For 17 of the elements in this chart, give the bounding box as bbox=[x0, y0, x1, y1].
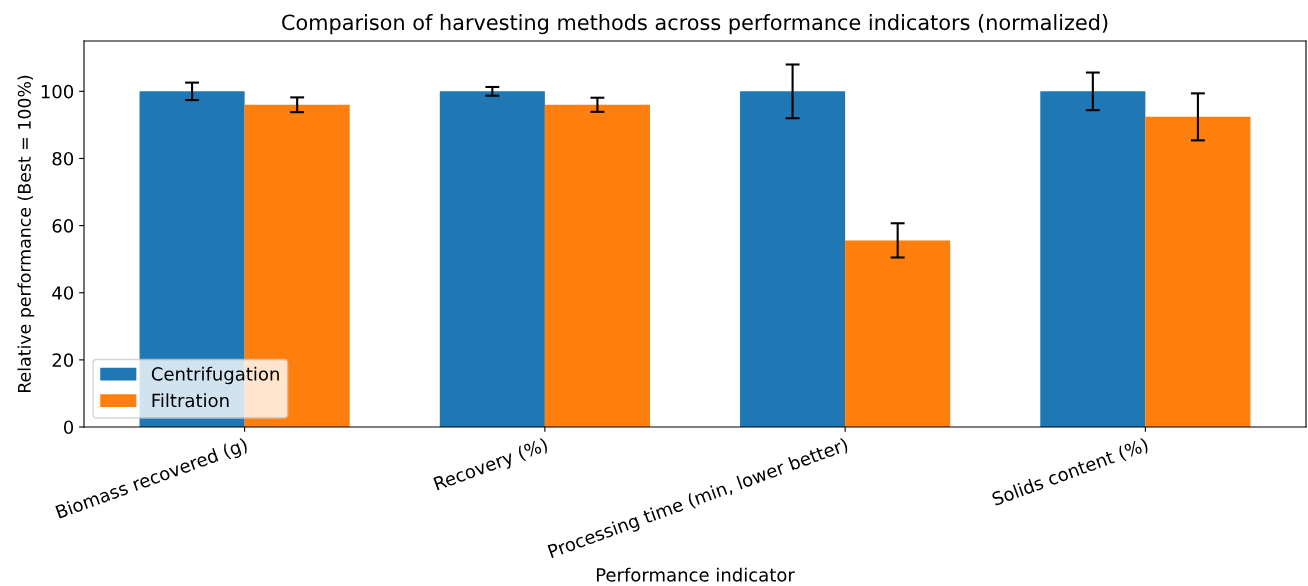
bar bbox=[740, 91, 846, 427]
bar bbox=[439, 91, 545, 427]
chart-title: Comparison of harvesting methods across performance indicators (normalized) bbox=[282, 14, 1108, 35]
bar bbox=[1040, 91, 1146, 427]
x-axis-title: Performance indicator bbox=[596, 567, 795, 582]
legend-label: Filtration bbox=[152, 393, 229, 408]
y-tick-label: 40 bbox=[52, 286, 74, 300]
y-tick-label: 0 bbox=[63, 420, 74, 435]
y-tick-label: 80 bbox=[52, 151, 74, 166]
bar bbox=[1145, 116, 1251, 427]
bar bbox=[845, 240, 951, 427]
legend-label: Centrifugation bbox=[151, 366, 279, 385]
y-tick-label: 100 bbox=[41, 84, 74, 99]
bar bbox=[544, 104, 650, 427]
y-tick-label: 60 bbox=[52, 219, 74, 233]
y-tick-label: 20 bbox=[52, 353, 74, 367]
y-axis-title: Relative performance (Best = 100%) bbox=[17, 75, 35, 393]
